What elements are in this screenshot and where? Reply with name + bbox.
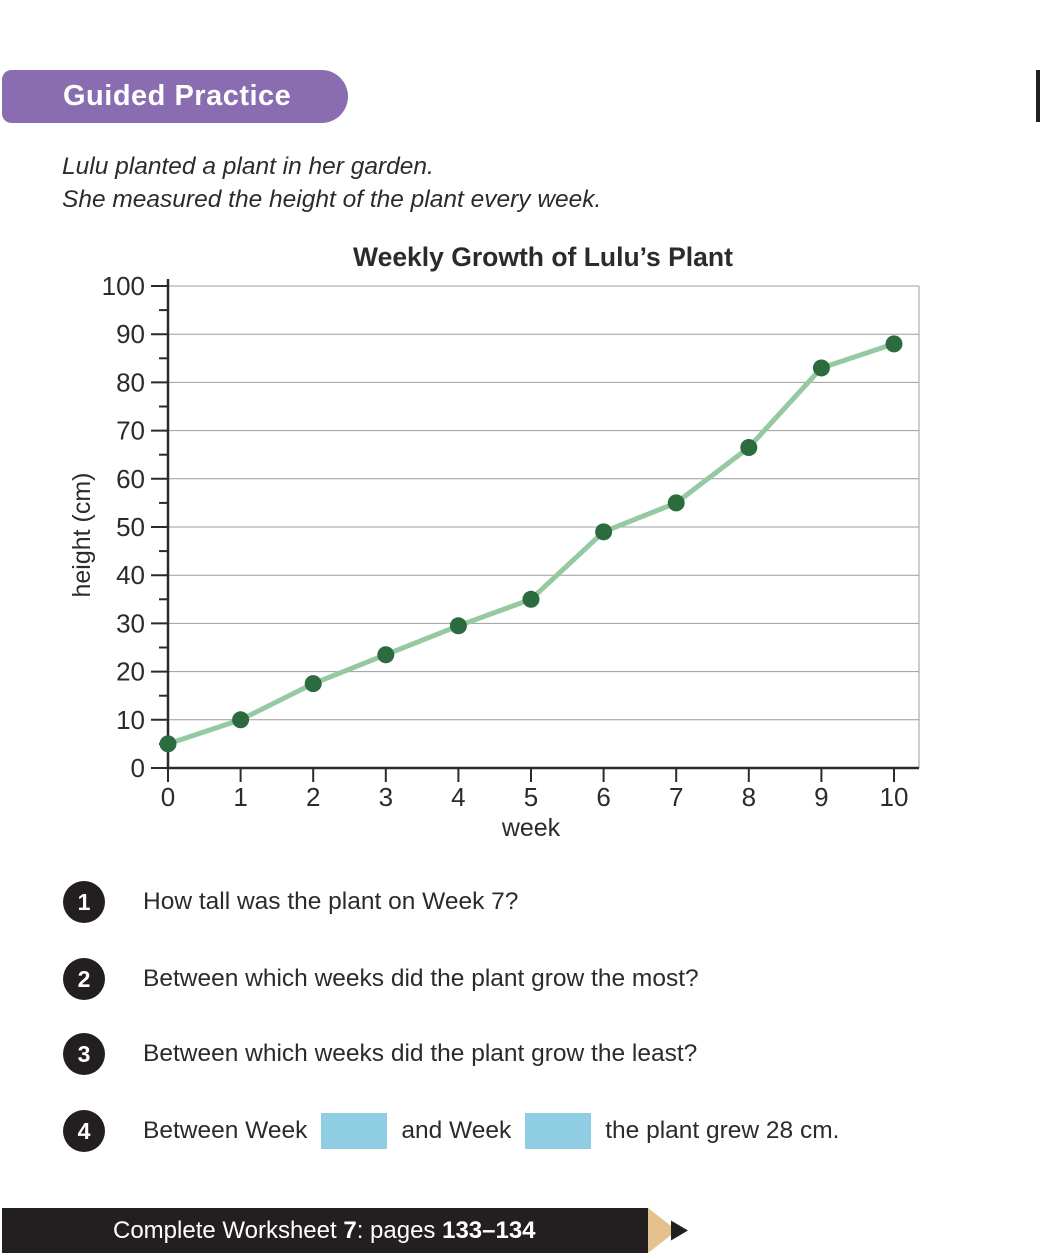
footer-worksheet-number: 7 <box>343 1216 357 1244</box>
data-point-week-2 <box>304 675 322 693</box>
answer-box-week-1[interactable] <box>321 1113 388 1149</box>
y-axis-tick-label: 80 <box>116 367 145 397</box>
y-axis-tick-label: 40 <box>116 560 145 590</box>
footer-text-middle: : pages <box>356 1216 443 1244</box>
y-axis-label: height (cm) <box>68 472 96 597</box>
chart-title: Weekly Growth of Lulu’s Plant <box>353 242 733 272</box>
x-axis-tick-label: 8 <box>742 782 756 812</box>
data-point-week-0 <box>159 735 177 753</box>
question-number-badge: 4 <box>63 1110 105 1152</box>
y-axis-tick-label: 70 <box>116 416 145 446</box>
question-number-badge: 2 <box>63 958 105 1000</box>
question-number-badge: 1 <box>63 881 105 923</box>
data-point-week-10 <box>885 335 903 353</box>
question-text: How tall was the plant on Week 7? <box>143 888 519 915</box>
data-point-week-5 <box>522 590 540 608</box>
question-4-text-after: the plant grew 28 cm. <box>605 1117 840 1144</box>
y-axis-tick-label: 60 <box>116 464 145 494</box>
x-axis-tick-label: 7 <box>669 782 683 812</box>
x-axis-tick-label: 6 <box>596 782 610 812</box>
x-axis-tick-label: 3 <box>379 782 393 812</box>
y-axis-tick-label: 90 <box>116 319 145 349</box>
data-point-week-1 <box>232 711 250 729</box>
pencil-lead-tip <box>671 1220 688 1241</box>
pencil-icon <box>648 1208 688 1253</box>
question-number-badge: 3 <box>63 1033 105 1075</box>
question-4-text-middle: and Week <box>401 1117 512 1144</box>
footer-page-range: 133–134 <box>442 1216 536 1244</box>
x-axis-tick-label: 2 <box>306 782 320 812</box>
page-edge-tab <box>1036 70 1040 122</box>
x-axis-tick-label: 4 <box>451 782 465 812</box>
x-axis-tick-label: 0 <box>161 782 175 812</box>
footer-text-prefix: Complete Worksheet <box>113 1216 344 1244</box>
x-axis-tick-label: 10 <box>880 782 909 812</box>
intro-line-1: Lulu planted a plant in her garden. <box>62 153 434 180</box>
x-axis-tick-label: 9 <box>814 782 828 812</box>
data-point-week-8 <box>740 438 758 456</box>
guided-practice-badge: Guided Practice <box>2 70 348 123</box>
y-axis-tick-label: 0 <box>131 753 145 783</box>
x-axis-tick-label: 5 <box>524 782 538 812</box>
data-point-week-9 <box>812 359 830 377</box>
y-axis-tick-label: 10 <box>116 705 145 735</box>
y-axis-tick-label: 100 <box>102 271 145 301</box>
growth-line <box>165 341 897 747</box>
pencil-wood-tip <box>648 1208 677 1253</box>
y-axis-tick-label: 20 <box>116 657 145 687</box>
question-text: Between which weeks did the plant grow t… <box>143 965 699 992</box>
intro-text: Lulu planted a plant in her garden. She … <box>62 150 601 216</box>
y-axis-tick-label: 30 <box>116 608 145 638</box>
y-axis-tick-label: 50 <box>116 512 145 542</box>
growth-line-chart: Weekly Growth of Lulu’s Plant height (cm… <box>68 242 920 842</box>
guided-practice-label: Guided Practice <box>63 80 292 112</box>
question-4-text-before: Between Week <box>143 1117 308 1144</box>
data-point-week-4 <box>449 617 467 635</box>
question-text: Between which weeks did the plant grow t… <box>143 1040 698 1067</box>
data-point-week-6 <box>595 523 613 541</box>
data-point-week-7 <box>667 494 685 512</box>
footer-banner: Complete Worksheet 7: pages 133–134 <box>2 1208 648 1253</box>
answer-box-week-2[interactable] <box>525 1113 592 1149</box>
x-axis-label: week <box>501 814 561 842</box>
x-axis-tick-label: 1 <box>233 782 247 812</box>
chart-container: Weekly Growth of Lulu’s Plant height (cm… <box>0 235 1040 850</box>
data-point-week-3 <box>377 646 395 664</box>
intro-line-2: She measured the height of the plant eve… <box>62 186 602 213</box>
question-text: Between Week and Week the plant grew 28 … <box>143 1113 839 1149</box>
